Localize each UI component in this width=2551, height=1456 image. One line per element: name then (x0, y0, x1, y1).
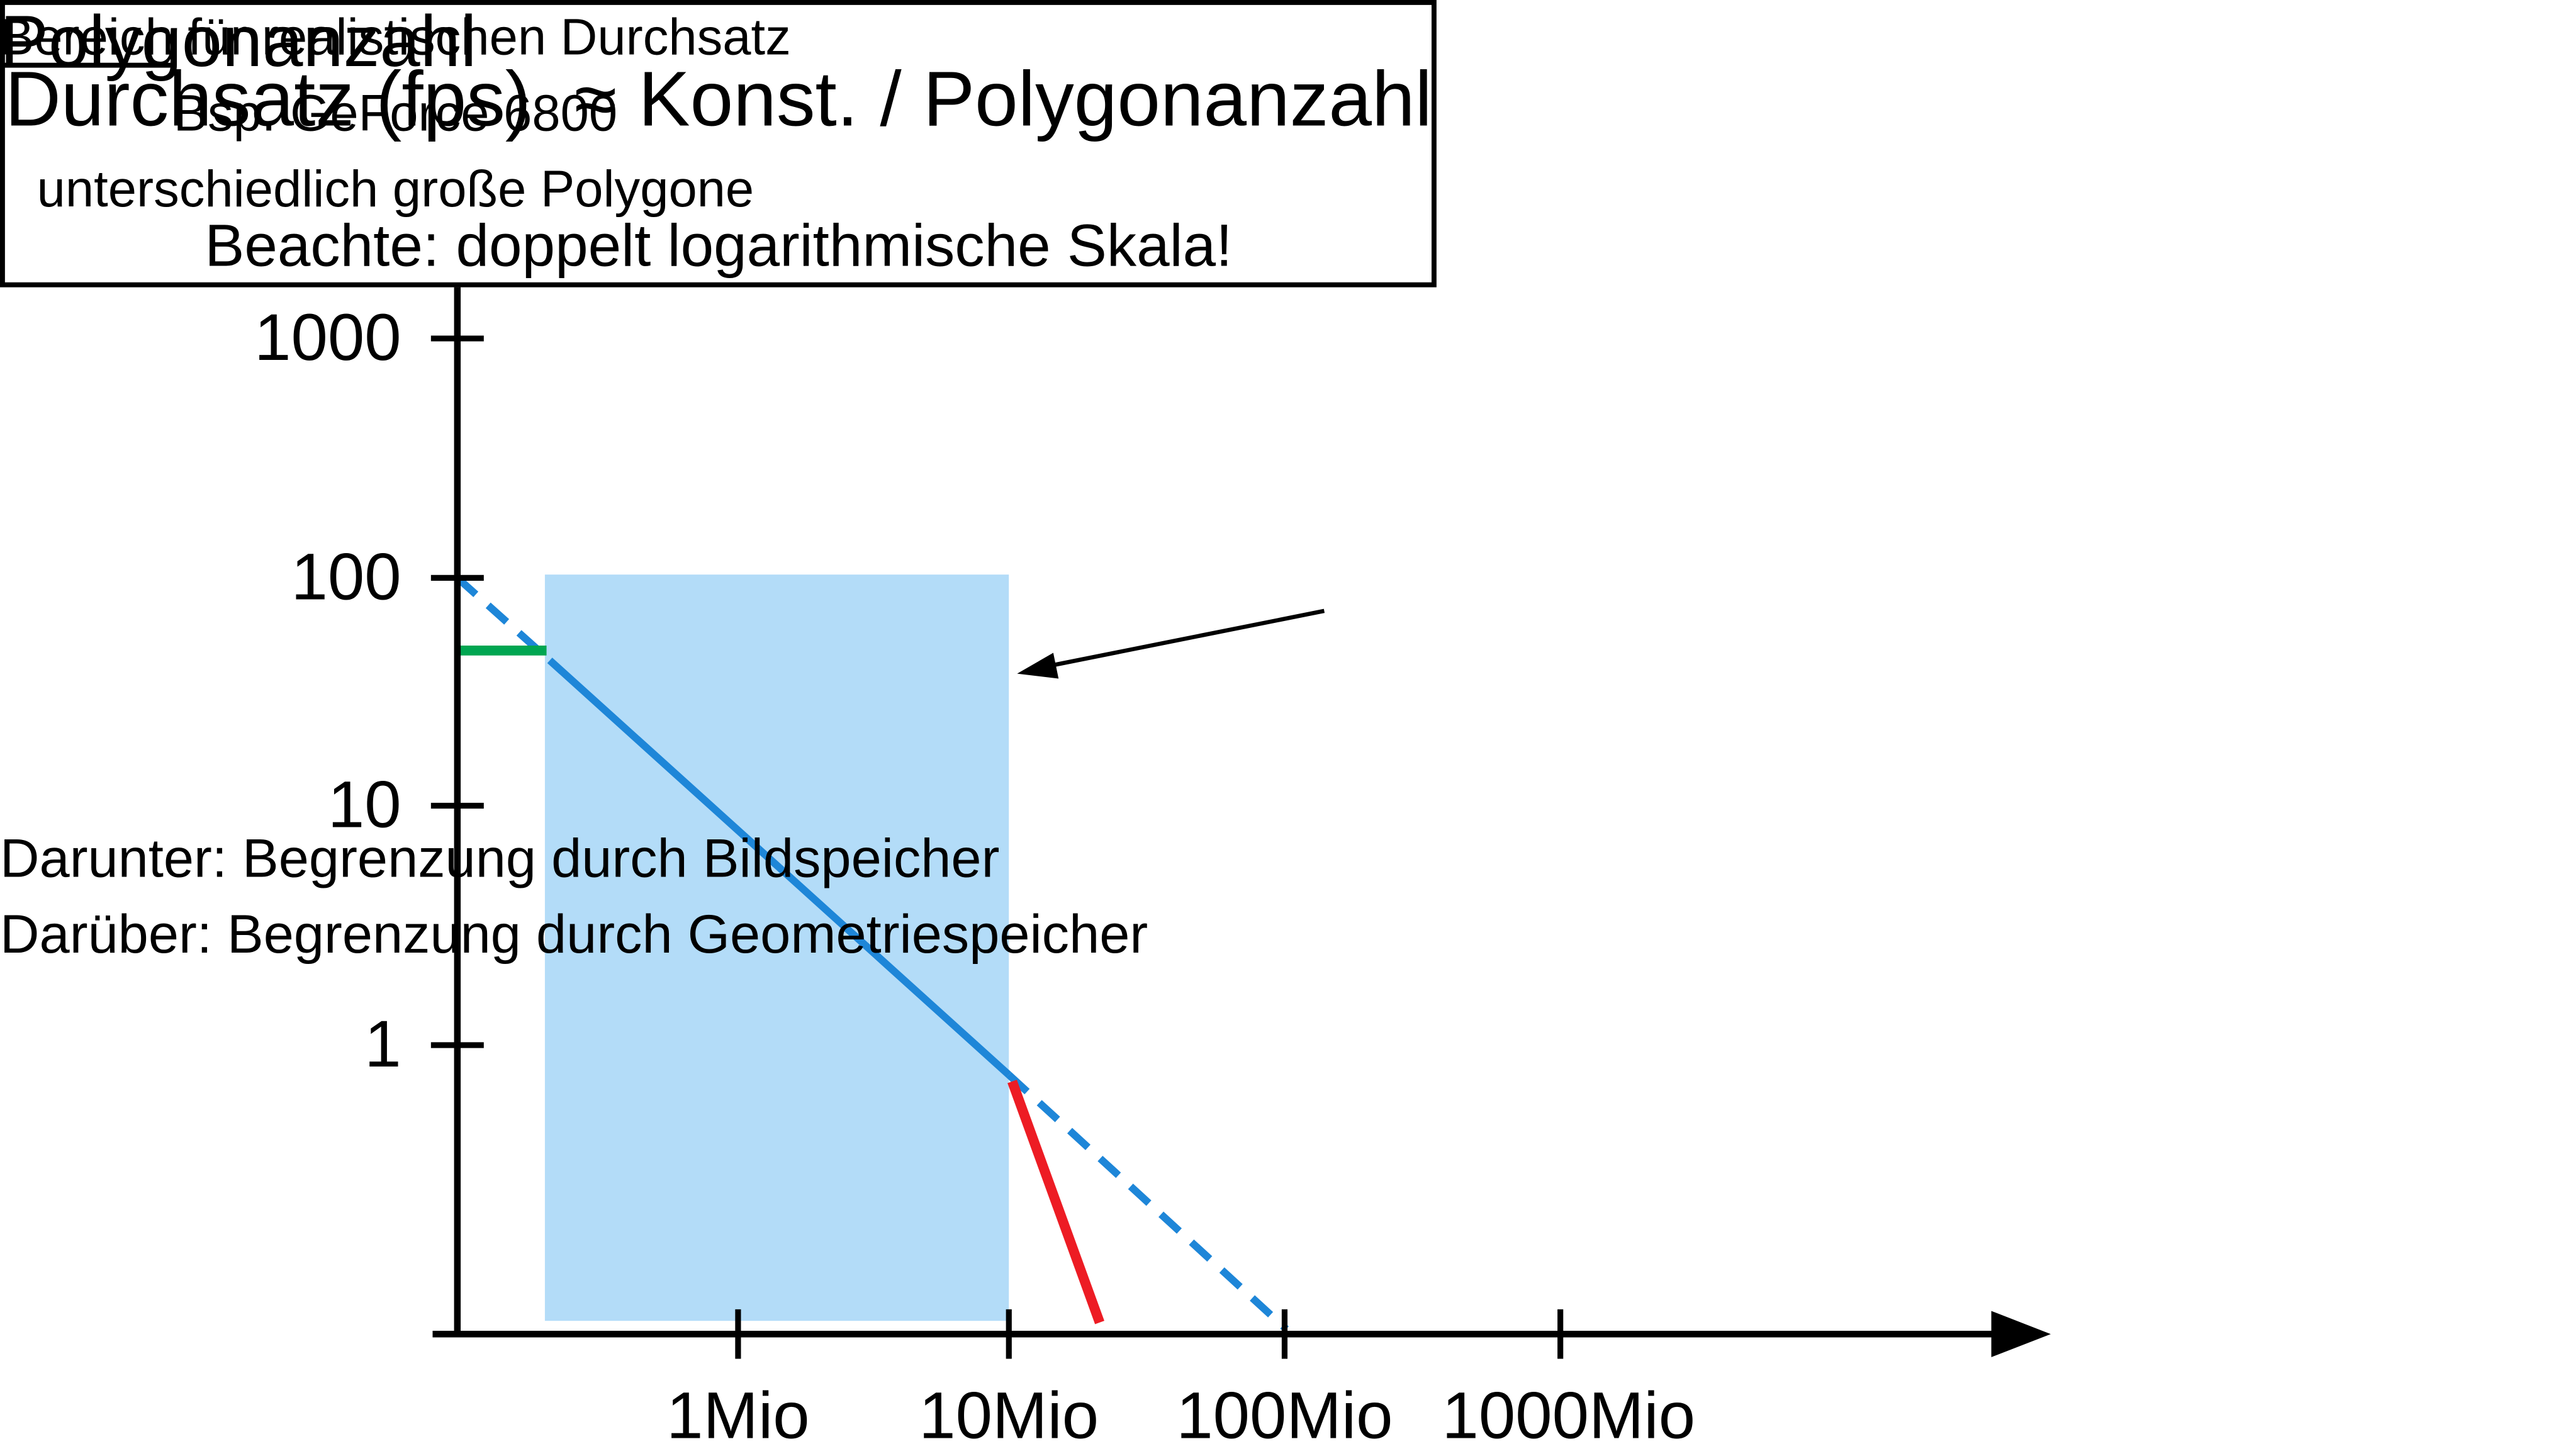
log-scale-note: Beachte: doppelt logarithmische Skala! (205, 211, 1233, 279)
x-tick-label-1mio: 1Mio (666, 1380, 810, 1453)
geometry-limit-line (1007, 1080, 1104, 1324)
region-annotation-arrow (1051, 608, 1325, 668)
region-annotation-line1: Bereich für realistischen Durchsatz (0, 0, 791, 76)
y-tick-label-10: 10 (327, 769, 401, 843)
formula-title: Durchsatz (fps) ≈ Konst. / Polygonanzahl (4, 54, 1432, 142)
y-tick-label-100: 100 (291, 541, 401, 615)
x-tick-label-1000mio: 1000Mio (1442, 1380, 1696, 1453)
y-tick-label-1000: 1000 (254, 302, 401, 375)
x-tick-label-100mio: 100Mio (1176, 1380, 1393, 1453)
y-tick-label-1: 1 (364, 1009, 401, 1082)
region-annotation-line2: Bsp. GeForce 6800 (173, 84, 618, 142)
region-annotation: Bereich für realistischen Durchsatz Bsp.… (0, 0, 791, 228)
region-annotation-arrowhead (1017, 652, 1059, 679)
legend-fill-rate-label: Darunter: Begrenzung durch Bildspeicher (0, 827, 1000, 888)
region-annotation-line1-rest: für realistischen Durchsatz (173, 8, 791, 66)
formula-box: Durchsatz (fps) ≈ Konst. / Polygonanzahl… (0, 0, 1437, 288)
x-axis-arrowhead (1991, 1311, 2051, 1357)
region-annotation-keyword: Bereich (0, 8, 174, 66)
ideal-curve-dashed-right (1006, 1072, 1289, 1332)
region-annotation-line3: unterschiedlich große Polygone (36, 160, 754, 218)
realistic-throughput-region (544, 574, 1009, 1321)
throughput-curve-solid (547, 658, 1012, 1078)
legend-geometry-label: Darüber: Begrenzung durch Geometriespeic… (0, 903, 1148, 965)
x-axis-title: Polygonanzahl (0, 1, 477, 83)
x-tick-label-10mio: 10Mio (919, 1380, 1099, 1453)
